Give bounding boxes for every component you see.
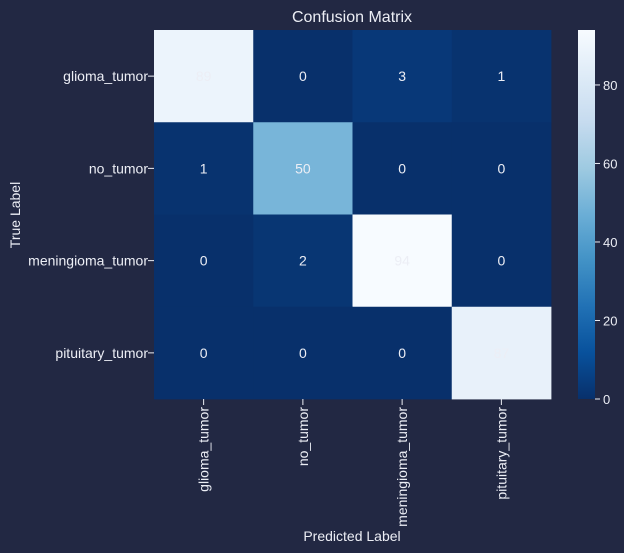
cell-value-label: 0 <box>200 345 208 361</box>
heatmap-cells <box>154 30 552 400</box>
cell-value-label: 0 <box>497 160 505 176</box>
heatmap-cell <box>451 214 552 308</box>
cell-value-label: 0 <box>200 253 208 269</box>
colorbar-tick-label: 0 <box>603 392 610 407</box>
heatmap-cell <box>154 30 254 123</box>
y-tick-label: pituitary_tumor <box>55 345 148 361</box>
heatmap-cell <box>253 306 353 400</box>
cell-value-label: 2 <box>299 253 307 269</box>
heatmap-cell <box>451 122 552 215</box>
y-tick-label: meningioma_tumor <box>28 253 148 269</box>
cell-annotations: 89 0 3 1 1 50 0 0 0 2 94 0 0 0 0 87 <box>196 68 510 361</box>
chart-title: Confusion Matrix <box>292 9 412 26</box>
colorbar-ticks: 0 20 40 60 80 <box>595 78 617 407</box>
heatmap-cell <box>451 30 552 123</box>
cell-value-label: 0 <box>398 345 406 361</box>
x-tick-label: meningioma_tumor <box>394 407 410 527</box>
cell-value-label: 1 <box>497 68 505 84</box>
heatmap-cell <box>253 214 353 308</box>
heatmap-cell <box>154 306 254 400</box>
cell-value-label: 0 <box>299 68 307 84</box>
cell-value-label: 0 <box>299 345 307 361</box>
x-axis-label: Predicted Label <box>303 528 400 544</box>
colorbar-tick-label: 60 <box>603 156 617 171</box>
cell-value-label: 94 <box>394 253 410 269</box>
cell-value-label: 89 <box>196 68 212 84</box>
y-axis-label: True Label <box>7 182 23 248</box>
colorbar-tick-label: 20 <box>603 313 617 328</box>
heatmap-cell <box>253 122 353 215</box>
cell-value-label: 0 <box>398 160 406 176</box>
x-tick-label: pituitary_tumor <box>493 407 509 500</box>
cell-value-label: 1 <box>200 160 208 176</box>
x-tick-labels: glioma_tumor no_tumor meningioma_tumor pitu… <box>196 399 509 527</box>
heatmap-cell <box>253 30 353 123</box>
heatmap-cell <box>154 122 254 215</box>
y-tick-label: glioma_tumor <box>63 68 148 84</box>
y-tick-label: no_tumor <box>89 160 148 176</box>
cell-value-label: 50 <box>295 160 311 176</box>
cell-value-label: 0 <box>497 253 505 269</box>
colorbar-tick-label: 40 <box>603 235 617 250</box>
heatmap-cell <box>154 214 254 308</box>
x-tick-label: glioma_tumor <box>196 407 212 492</box>
colorbar <box>578 30 595 399</box>
heatmap-cell <box>451 306 552 400</box>
heatmap-cell <box>352 306 453 400</box>
colorbar-tick-label: 80 <box>603 78 617 93</box>
heatmap-cell <box>352 122 453 215</box>
cell-value-label: 87 <box>494 345 510 361</box>
heatmap-cell <box>352 30 453 123</box>
heatmap-cell <box>352 214 453 308</box>
x-tick-label: no_tumor <box>295 407 311 466</box>
cell-value-label: 3 <box>398 68 406 84</box>
y-tick-labels: glioma_tumor no_tumor meningioma_tumorpitu… <box>28 68 154 361</box>
